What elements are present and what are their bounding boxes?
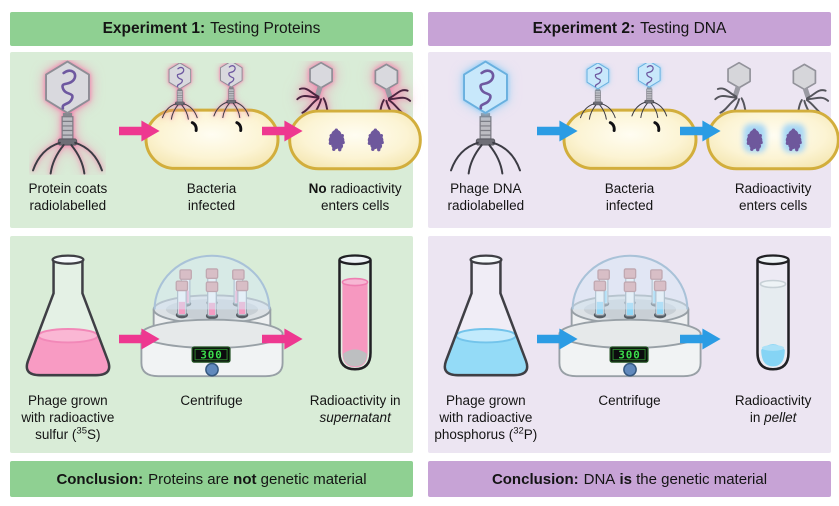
flask-sulfur-label: Phage grown with radioactive sulfur (35S… xyxy=(21,393,115,443)
experiment-1-title-text: Testing Proteins xyxy=(210,20,321,37)
exp1-step-bacteria-infected: Bacteria infected xyxy=(144,56,280,224)
exp1-top-panel: Protein coats radiolabelled xyxy=(10,52,423,228)
flow-arrow-icon xyxy=(118,264,162,414)
phage-dna-illustration xyxy=(450,60,522,174)
experiment-1-header: Experiment 1: Testing Proteins xyxy=(10,12,413,46)
exp1-step-flask: Phage grown with radioactive sulfur (35S… xyxy=(18,240,118,449)
flask-sulfur-illustration xyxy=(25,253,111,376)
no-radioactivity-label: No radioactivity enters cells xyxy=(308,181,402,214)
flow-arrow-icon xyxy=(261,264,305,414)
centrifuge-illustration: 300 xyxy=(550,251,710,380)
centrifuge-display: 300 xyxy=(618,348,640,361)
centrifuge-display: 300 xyxy=(200,348,222,361)
centrifuge-illustration: 300 xyxy=(132,251,292,380)
exp2-bottom-panel: Phage grown with radioactive phosphorus … xyxy=(428,236,831,453)
flask-phosphorus-label: Phage grown with radioactive phosphorus … xyxy=(434,393,538,443)
centrifuge-label: Centrifuge xyxy=(180,393,243,408)
experiment-1-column: Experiment 1: Testing Proteins Protein c… xyxy=(10,12,423,497)
exp1-bottom-panel: Phage grown with radioactive sulfur (35S… xyxy=(10,236,413,453)
phage-protein-coat-illustration xyxy=(32,60,104,174)
exp2-step-bacteria-infected: Bacteria infected xyxy=(562,56,698,224)
exp1-step-centrifuge: 300 Centrifuge xyxy=(162,240,262,449)
supernatant-tube-illustration xyxy=(338,254,372,371)
radioactivity-enters-illustration xyxy=(706,61,839,171)
exp2-step-phage-dna: Phage DNA radiolabelled xyxy=(436,56,536,224)
protein-coats-label: Protein coats radiolabelled xyxy=(28,181,108,214)
flask-phosphorus-illustration xyxy=(443,253,529,376)
flow-arrow-icon xyxy=(261,70,305,192)
exp1-step-supernatant: Radioactivity in supernatant xyxy=(305,240,405,449)
exp2-top-panel: Phage DNA radiolabelled xyxy=(428,52,839,228)
exp1-conclusion: Conclusion: Proteins are not genetic mat… xyxy=(10,461,413,497)
exp2-conclusion: Conclusion: DNA is the genetic material xyxy=(428,461,831,497)
pellet-label: Radioactivity in pellet xyxy=(734,393,812,426)
supernatant-label: Radioactivity in supernatant xyxy=(309,393,401,426)
exp1-step-protein-coats: Protein coats radiolabelled xyxy=(18,56,118,224)
flow-arrow-icon xyxy=(118,70,162,192)
experiment-2-column: Experiment 2: Testing DNA Phage DNA radi… xyxy=(428,12,839,497)
experiment-2-header: Experiment 2: Testing DNA xyxy=(428,12,831,46)
exp2-step-flask: Phage grown with radioactive phosphorus … xyxy=(434,240,538,449)
exp2-step-radioactivity-enters: Radioactivity enters cells xyxy=(706,56,839,224)
pellet-tube-illustration xyxy=(756,254,790,371)
experiment-2-title-text: Testing DNA xyxy=(640,20,727,37)
exp2-step-centrifuge: 300 Centrifuge xyxy=(580,240,680,449)
bacteria-infected-label: Bacteria infected xyxy=(604,181,655,214)
exp2-step-pellet: Radioactivity in pellet xyxy=(723,240,823,449)
bacteria-infected-label: Bacteria infected xyxy=(186,181,237,214)
flow-arrow-icon xyxy=(679,70,723,192)
exp1-step-no-radioactivity: No radioactivity enters cells xyxy=(288,56,423,224)
flow-arrow-icon xyxy=(679,264,723,414)
centrifuge-label: Centrifuge xyxy=(598,393,661,408)
radioactivity-enters-label: Radioactivity enters cells xyxy=(734,181,812,214)
phage-dna-label: Phage DNA radiolabelled xyxy=(447,181,525,214)
flow-arrow-icon xyxy=(536,70,580,192)
experiment-1-title-label: Experiment 1: xyxy=(102,20,206,37)
flow-arrow-icon xyxy=(536,264,580,414)
experiment-2-title-label: Experiment 2: xyxy=(532,20,636,37)
